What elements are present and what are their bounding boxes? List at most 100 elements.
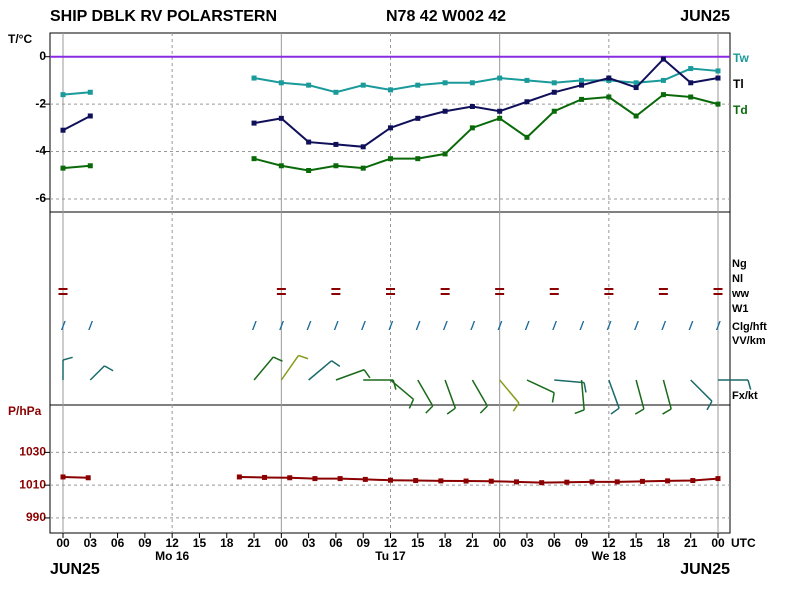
marker xyxy=(665,478,671,484)
marker xyxy=(333,89,339,95)
y-tick-label: -2 xyxy=(35,96,46,110)
line xyxy=(62,115,91,132)
line xyxy=(62,91,91,96)
x-tick-label: 09 xyxy=(357,536,371,550)
marker xyxy=(87,113,93,119)
wind-barb xyxy=(690,379,713,402)
x-tick-label: 00 xyxy=(275,536,289,550)
marker xyxy=(413,478,419,484)
marker xyxy=(306,139,312,145)
x-tick-label: 21 xyxy=(247,536,261,550)
marker xyxy=(87,89,93,95)
marker xyxy=(715,75,721,81)
marker xyxy=(564,479,570,485)
marker xyxy=(688,80,694,86)
x-tick-label: 00 xyxy=(711,536,725,550)
x-tick-label: 09 xyxy=(138,536,152,550)
marker xyxy=(660,92,666,98)
marker xyxy=(388,125,393,131)
cloud-symbol: / xyxy=(415,319,421,333)
marker xyxy=(497,108,503,114)
marker xyxy=(287,475,293,481)
marker xyxy=(442,80,448,86)
marker xyxy=(388,156,393,162)
marker xyxy=(606,94,612,100)
x-tick-label: 15 xyxy=(629,536,643,550)
wind-barb xyxy=(408,398,415,409)
wind-barb xyxy=(298,354,309,360)
legend-label: Tl xyxy=(733,77,744,91)
cloud-symbol: / xyxy=(470,319,476,333)
marker xyxy=(469,80,475,86)
marker xyxy=(415,115,421,121)
line xyxy=(62,475,89,479)
marker xyxy=(360,82,366,88)
wind-barb xyxy=(89,365,105,381)
cloud-symbol: / xyxy=(88,319,94,333)
wind-barb xyxy=(308,360,333,381)
legend-label: Tw xyxy=(733,51,749,65)
wind-barb xyxy=(253,356,274,381)
x-tick-label: 18 xyxy=(657,536,671,550)
cloud-symbol: / xyxy=(524,319,530,333)
wind-barb xyxy=(512,402,520,412)
wind-barb xyxy=(706,400,713,411)
ww-symbol: = xyxy=(276,282,287,302)
x-tick-label: 12 xyxy=(165,536,179,550)
marker xyxy=(497,75,503,81)
ww-symbol: = xyxy=(604,282,615,302)
wind-barb xyxy=(280,354,300,381)
marker xyxy=(633,113,639,119)
marker xyxy=(469,125,475,131)
day-label: Tu 17 xyxy=(375,549,406,563)
marker xyxy=(333,141,339,147)
wind-barb xyxy=(608,379,620,409)
marker xyxy=(688,94,694,100)
wind-barb xyxy=(610,407,620,415)
marker xyxy=(639,478,645,484)
ww-symbol: = xyxy=(385,282,396,302)
y-tick-label: 0 xyxy=(39,49,46,63)
x-tick-label: 21 xyxy=(466,536,480,550)
x-tick-label: 03 xyxy=(84,536,98,550)
marker xyxy=(524,134,530,140)
marker xyxy=(333,163,339,169)
marker xyxy=(60,127,66,133)
wind-barb xyxy=(526,379,555,394)
wind-barb xyxy=(580,379,585,410)
x-tick-label: 03 xyxy=(520,536,534,550)
marker xyxy=(278,115,284,121)
ww-symbol: = xyxy=(549,282,560,302)
y-tick-label: 1030 xyxy=(19,445,46,459)
ww-symbol: = xyxy=(331,282,342,302)
marker xyxy=(251,156,257,162)
marker xyxy=(579,82,585,88)
marker xyxy=(278,80,284,86)
marker xyxy=(360,165,366,171)
marker xyxy=(415,156,421,162)
marker xyxy=(551,80,557,86)
wind-barb xyxy=(331,360,341,367)
x-tick-label: 00 xyxy=(56,536,70,550)
marker xyxy=(579,96,585,102)
cloud-symbol: / xyxy=(552,319,558,333)
ww-symbol: = xyxy=(58,282,69,302)
y-tick-label: -6 xyxy=(35,191,46,205)
marker xyxy=(442,151,448,157)
cloud-symbol: / xyxy=(579,319,585,333)
ww-symbol: = xyxy=(713,282,724,302)
wind-barb xyxy=(446,407,456,415)
wind-barb xyxy=(747,379,752,390)
marker xyxy=(606,75,612,81)
wind-barb xyxy=(635,379,645,410)
row-label: Ng xyxy=(732,258,747,270)
legend-label: Td xyxy=(733,103,748,117)
date: JUN25 xyxy=(50,561,100,578)
marker xyxy=(690,478,696,484)
x-tick-label: 09 xyxy=(575,536,589,550)
x-tick-label: 12 xyxy=(384,536,398,550)
y-axis-label: T/°C xyxy=(8,32,32,46)
marker xyxy=(60,165,66,171)
cloud-symbol: / xyxy=(361,319,367,333)
